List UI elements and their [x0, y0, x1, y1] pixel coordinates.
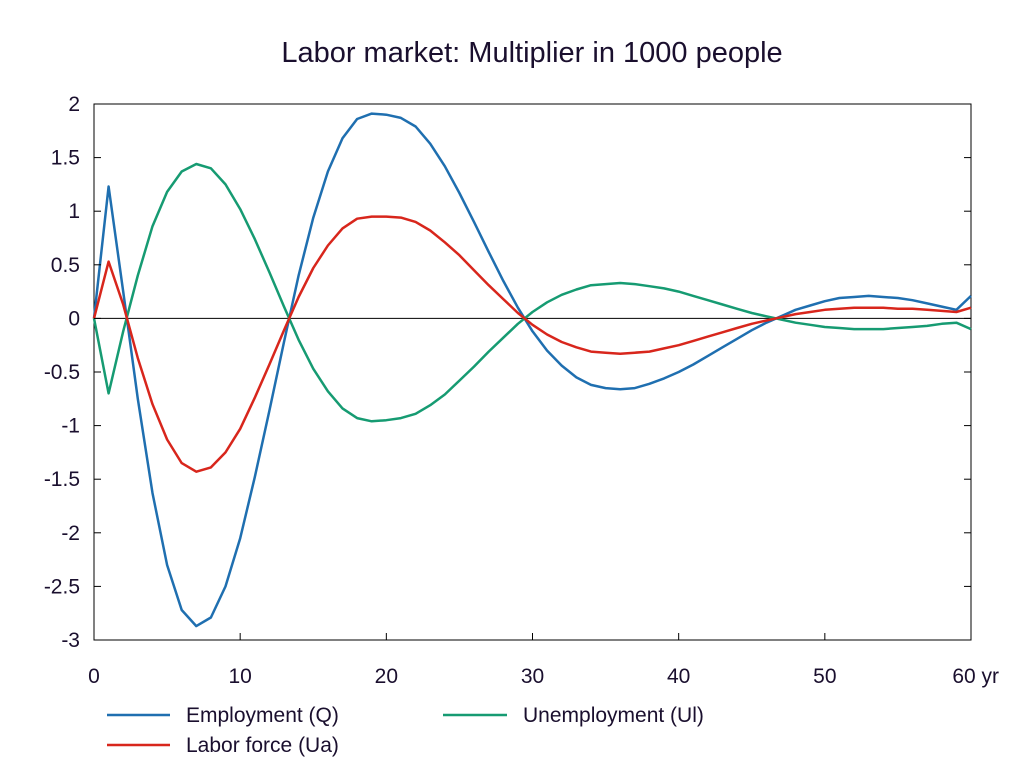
legend-item: Employment (Q): [107, 704, 339, 727]
x-axis-ticks: 0 10 20 30 40 50 60 yr: [88, 633, 999, 688]
y-tick-label: -1: [61, 415, 80, 438]
x-tick-label: 50: [813, 665, 836, 688]
chart-title: Labor market: Multiplier in 1000 people: [281, 37, 782, 69]
series-layer: [92, 112, 972, 628]
x-tick-label: 20: [375, 665, 398, 688]
y-tick-label: 1: [68, 200, 80, 223]
series-line: [92, 215, 972, 473]
legend-label: Employment (Q): [186, 704, 339, 727]
x-tick-label: 40: [667, 665, 690, 688]
y-tick-label: -1.5: [44, 468, 80, 491]
legend-item: Unemployment (Ul): [443, 704, 704, 727]
x-tick-label: 0: [88, 665, 100, 688]
y-tick-label: -2: [61, 522, 80, 545]
y-tick-label: 2: [68, 93, 80, 116]
x-tick-label: 30: [521, 665, 544, 688]
y-tick-label: -0.5: [44, 361, 80, 384]
legend-item: Labor force (Ua): [107, 734, 339, 757]
x-tick-label: 10: [228, 665, 251, 688]
legend: Employment (Q) Unemployment (Ul) Labor for…: [107, 704, 704, 757]
y-tick-label: 1.5: [51, 147, 80, 170]
series-line: [92, 162, 972, 423]
y-tick-label: -3: [61, 629, 80, 652]
y-tick-label: 0: [68, 307, 80, 330]
legend-label: Unemployment (Ul): [523, 704, 704, 727]
y-axis-ticks: 2 1.5 1 0.5 0 -0.5 -1 -1.5 -2 -2.5 -3: [44, 93, 971, 652]
series-line: [92, 112, 972, 628]
y-tick-label: 0.5: [51, 254, 80, 277]
y-tick-label: -2.5: [44, 575, 80, 598]
x-tick-label: 60 yr: [952, 665, 999, 688]
legend-label: Labor force (Ua): [186, 734, 339, 757]
